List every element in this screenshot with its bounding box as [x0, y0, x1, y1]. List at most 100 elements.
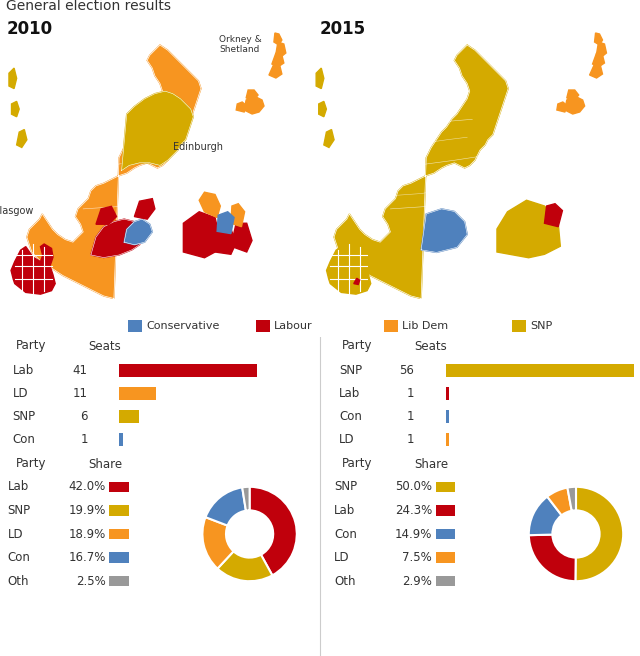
Bar	[445, 364, 634, 377]
Bar	[445, 410, 449, 423]
Text: 7.5%: 7.5%	[403, 551, 432, 564]
Text: 2015: 2015	[320, 20, 366, 38]
Polygon shape	[527, 212, 548, 234]
Text: 56: 56	[399, 364, 414, 377]
Wedge shape	[547, 487, 572, 516]
Bar	[119, 387, 156, 400]
Text: 1: 1	[80, 433, 88, 446]
Polygon shape	[269, 64, 282, 78]
Polygon shape	[91, 219, 142, 258]
Text: Lab: Lab	[339, 387, 360, 400]
Text: Oth: Oth	[334, 575, 356, 588]
Bar	[436, 529, 455, 539]
Bar	[128, 320, 142, 332]
Text: Lab: Lab	[13, 364, 34, 377]
Bar	[384, 320, 398, 332]
Bar	[109, 576, 129, 586]
Polygon shape	[124, 219, 152, 245]
Text: 1: 1	[406, 410, 414, 423]
Polygon shape	[497, 200, 561, 258]
Text: 1: 1	[406, 433, 414, 446]
Polygon shape	[545, 204, 563, 227]
Wedge shape	[575, 487, 623, 581]
Wedge shape	[242, 487, 250, 510]
Text: Con: Con	[334, 527, 357, 541]
Polygon shape	[319, 102, 326, 117]
Bar	[445, 433, 449, 446]
Wedge shape	[250, 487, 297, 575]
Text: 11: 11	[73, 387, 88, 400]
Bar	[119, 433, 122, 446]
Text: Orkney &
Shetland: Orkney & Shetland	[220, 35, 262, 54]
Bar	[109, 482, 129, 492]
Bar	[436, 576, 455, 586]
Text: 42.0%: 42.0%	[68, 480, 106, 493]
Text: SNP: SNP	[530, 321, 552, 331]
Text: Lab: Lab	[8, 480, 29, 493]
Text: Seats: Seats	[88, 340, 120, 352]
Text: 41: 41	[73, 364, 88, 377]
Wedge shape	[218, 551, 273, 581]
Polygon shape	[316, 68, 324, 89]
Polygon shape	[27, 45, 201, 298]
Polygon shape	[199, 192, 220, 218]
Text: LD: LD	[13, 387, 28, 400]
Text: Conservative: Conservative	[146, 321, 220, 331]
Polygon shape	[122, 91, 193, 171]
Text: Party: Party	[342, 340, 372, 352]
Polygon shape	[557, 102, 568, 112]
Text: Oth: Oth	[8, 575, 29, 588]
Text: 2010: 2010	[6, 20, 52, 38]
Text: SNP: SNP	[334, 480, 357, 493]
Text: Share: Share	[414, 457, 449, 470]
Text: 14.9%: 14.9%	[395, 527, 432, 541]
Polygon shape	[589, 64, 602, 78]
Bar	[109, 552, 129, 563]
Polygon shape	[215, 229, 236, 255]
Polygon shape	[96, 207, 116, 224]
Polygon shape	[567, 90, 579, 100]
Text: Party: Party	[16, 340, 46, 352]
Text: 50.0%: 50.0%	[395, 480, 432, 493]
Text: LD: LD	[8, 527, 23, 541]
Text: 18.9%: 18.9%	[68, 527, 106, 541]
Text: 24.3%: 24.3%	[395, 504, 432, 517]
Polygon shape	[439, 219, 454, 237]
Bar	[256, 320, 270, 332]
Text: Con: Con	[339, 410, 362, 423]
Bar	[109, 505, 129, 516]
Text: Party: Party	[342, 457, 372, 470]
Wedge shape	[205, 487, 246, 525]
Polygon shape	[421, 209, 467, 253]
Polygon shape	[12, 102, 19, 117]
Polygon shape	[596, 42, 607, 57]
Text: Lib Dem: Lib Dem	[402, 321, 448, 331]
Text: 2.5%: 2.5%	[76, 575, 106, 588]
Text: Con: Con	[8, 551, 31, 564]
Bar	[445, 387, 449, 400]
Text: General election results: General election results	[6, 0, 172, 12]
Text: 19.9%: 19.9%	[68, 504, 106, 517]
Polygon shape	[334, 45, 508, 298]
Text: 6: 6	[80, 410, 88, 423]
Text: 1: 1	[406, 387, 414, 400]
Polygon shape	[276, 42, 286, 57]
Polygon shape	[272, 53, 284, 67]
Polygon shape	[17, 129, 27, 148]
Polygon shape	[231, 223, 252, 252]
Text: Labour: Labour	[274, 321, 312, 331]
Bar	[109, 529, 129, 539]
Polygon shape	[217, 212, 234, 234]
Polygon shape	[326, 244, 371, 294]
Polygon shape	[134, 199, 155, 219]
Polygon shape	[231, 204, 244, 227]
Bar	[436, 482, 455, 492]
Polygon shape	[595, 33, 602, 45]
Wedge shape	[529, 535, 576, 581]
Text: 16.7%: 16.7%	[68, 551, 106, 564]
Bar	[119, 364, 257, 377]
Polygon shape	[11, 244, 55, 294]
Polygon shape	[274, 33, 282, 45]
Text: Edinburgh: Edinburgh	[173, 142, 223, 152]
Bar	[512, 320, 526, 332]
